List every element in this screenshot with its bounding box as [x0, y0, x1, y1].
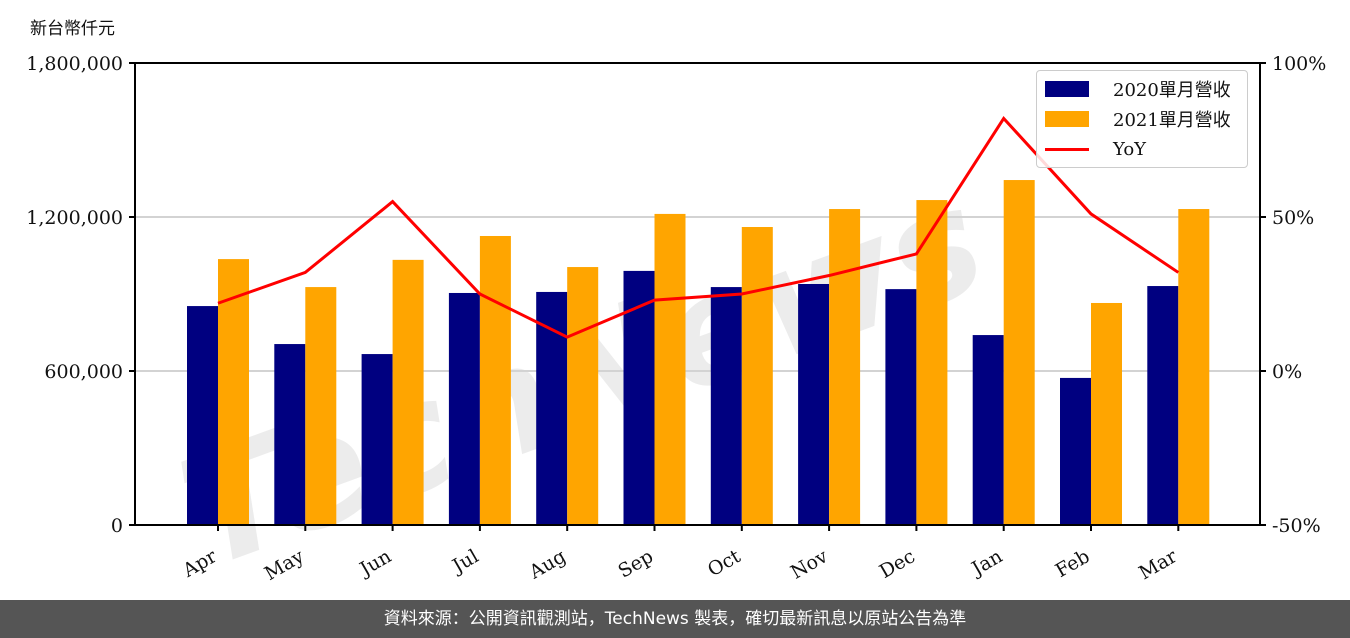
- legend: 2020單月營收 2021單月營收 YoY: [1036, 70, 1248, 168]
- y-tick-label: 1,200,000: [26, 207, 123, 229]
- bar-2020: [885, 289, 917, 525]
- legend-swatch-2021: [1045, 111, 1089, 127]
- y-tick-label: 0: [111, 515, 123, 537]
- y-tick-label: 600,000: [44, 361, 123, 383]
- bar-2021: [1003, 180, 1035, 526]
- x-tick-label: Dec: [876, 545, 919, 583]
- bar-2020: [798, 283, 830, 525]
- bar-2020: [187, 306, 218, 525]
- bar-2021: [392, 259, 424, 525]
- bar-2021: [305, 287, 337, 525]
- bar-2020: [1060, 377, 1091, 525]
- bar-2020: [1147, 286, 1179, 525]
- legend-item-2020: 2020單月營收: [1045, 77, 1231, 101]
- yoy-polyline: [217, 115, 1180, 339]
- y2-tick-label: 50%: [1272, 207, 1314, 229]
- bar-2021: [1091, 302, 1122, 525]
- legend-label-yoy: YoY: [1113, 138, 1147, 160]
- bar-2020: [536, 291, 568, 525]
- bar-2020: [361, 354, 393, 525]
- x-tick-label: Aug: [525, 545, 570, 584]
- legend-item-yoy: YoY: [1045, 137, 1146, 161]
- bars: [187, 180, 1210, 526]
- bar-2021: [916, 200, 948, 525]
- bar-2021: [829, 209, 861, 525]
- legend-line-yoy: [1045, 147, 1089, 151]
- bar-2021: [218, 259, 249, 525]
- bar-2021: [741, 227, 773, 525]
- y-axis-unit-label: 新台幣仟元: [30, 19, 115, 39]
- yoy-line: [217, 115, 1180, 339]
- x-tick-label: Jan: [966, 545, 1006, 581]
- left-y-axis-ticks: 0 600,000 1,200,000 1,800,000: [26, 53, 135, 537]
- x-tick-label: Feb: [1052, 545, 1094, 582]
- bar-2021: [1178, 209, 1210, 525]
- y2-tick-label: 0%: [1272, 361, 1302, 383]
- legend-item-2021: 2021單月營收: [1045, 107, 1231, 131]
- x-tick-label: Nov: [787, 545, 832, 584]
- bar-2021: [479, 235, 511, 525]
- bar-2020: [274, 344, 306, 525]
- bar-2021: [567, 267, 599, 525]
- legend-label-2020: 2020單月營收: [1113, 80, 1231, 101]
- bar-2020: [623, 270, 655, 525]
- x-tick-label: Jul: [447, 545, 482, 578]
- bar-2021: [654, 213, 686, 526]
- legend-swatch-2020: [1045, 81, 1089, 97]
- x-tick-label: Sep: [614, 545, 657, 582]
- axes: [134, 62, 1261, 526]
- x-tick-label: Oct: [704, 545, 745, 581]
- source-footer: 資料來源：公開資訊觀測站，TechNews 製表，確切最新訊息以原站公告為準: [0, 600, 1350, 638]
- legend-label-2021: 2021單月營收: [1113, 110, 1231, 131]
- y2-tick-label: 100%: [1272, 53, 1326, 75]
- x-tick-label: Mar: [1135, 545, 1181, 584]
- bar-2020: [448, 292, 480, 525]
- right-y-axis-ticks: -50% 0% 50% 100%: [1260, 53, 1326, 537]
- bar-2020: [710, 287, 742, 525]
- bar-2020: [972, 335, 1004, 525]
- y-tick-label: 1,800,000: [26, 53, 123, 75]
- y2-tick-label: -50%: [1272, 515, 1321, 537]
